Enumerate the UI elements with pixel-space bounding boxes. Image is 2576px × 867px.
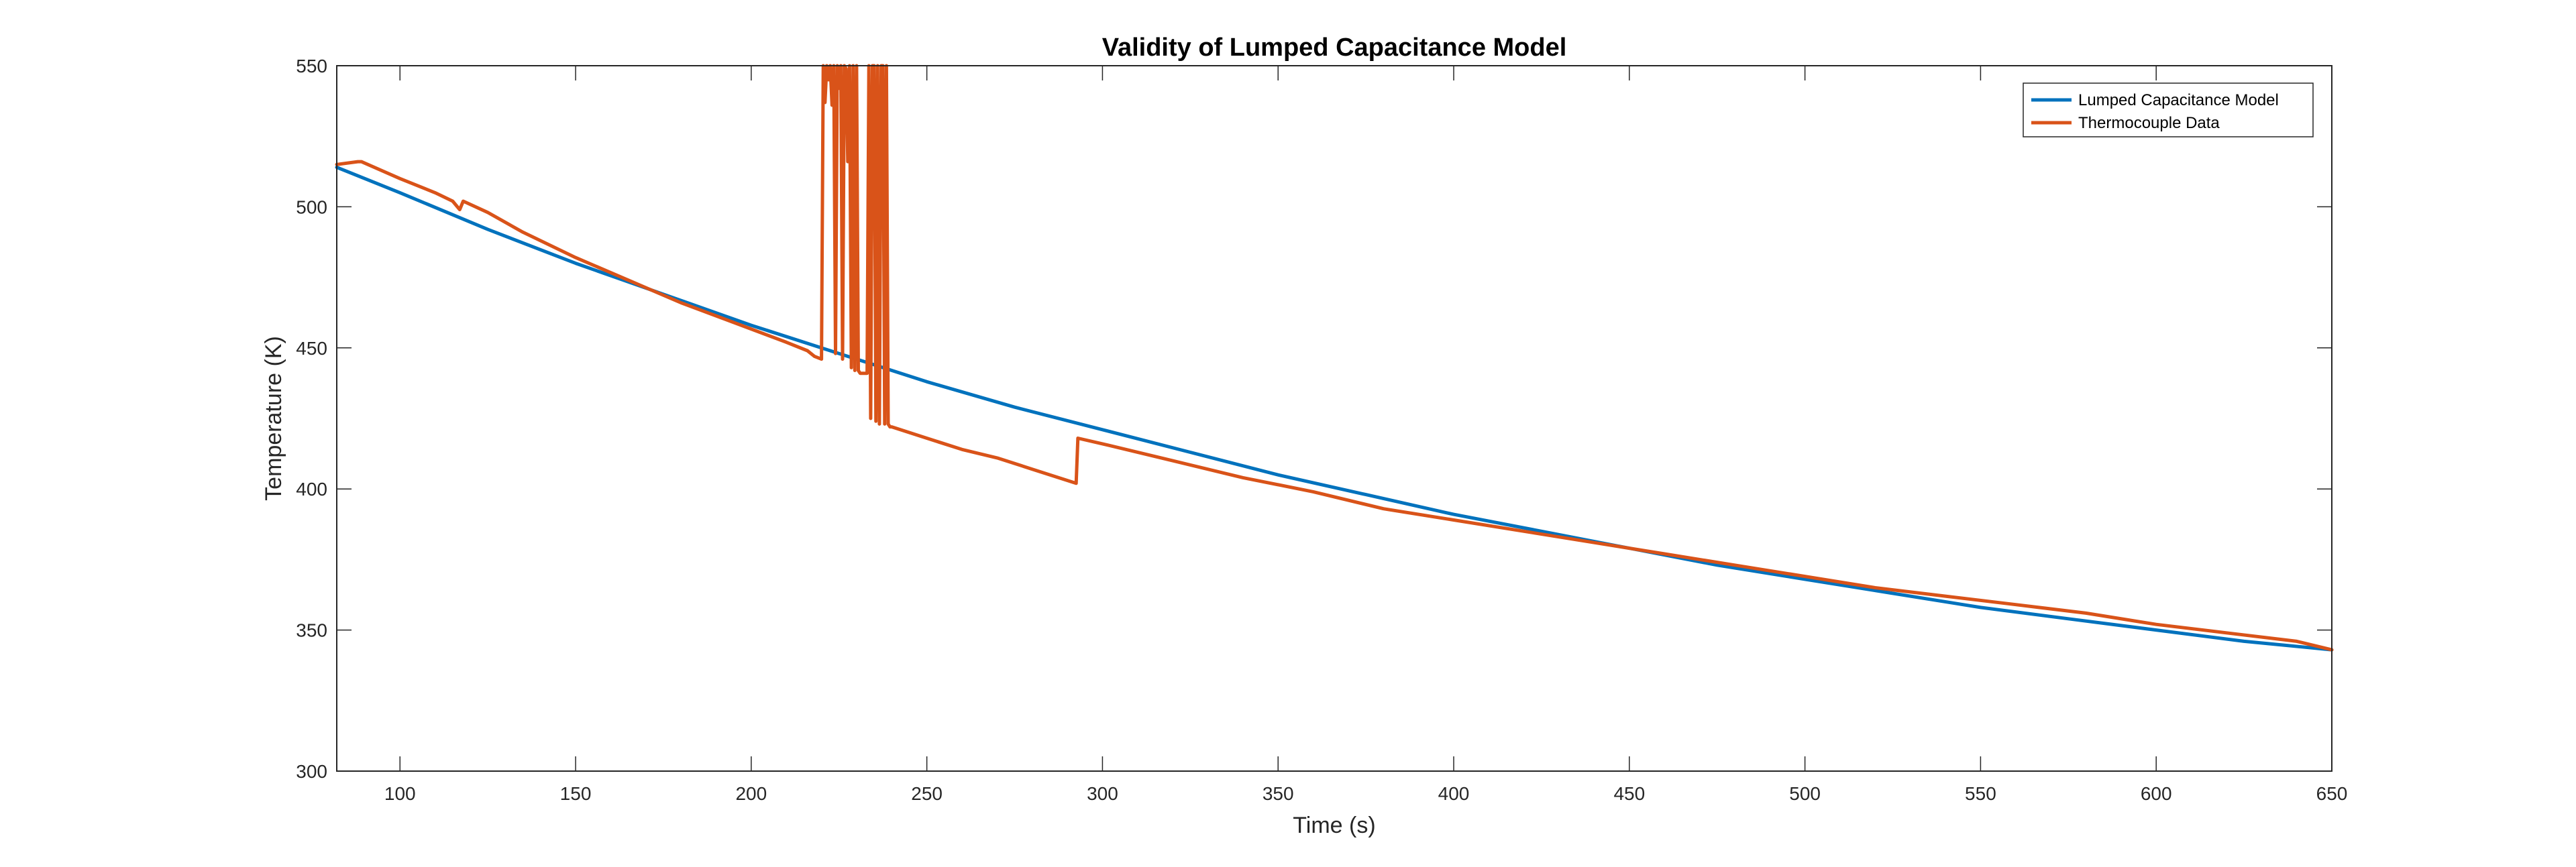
y-tick-label: 300 xyxy=(296,761,327,782)
x-tick-label: 650 xyxy=(2316,783,2348,804)
x-tick-label: 250 xyxy=(911,783,943,804)
legend-label-thermocouple: Thermocouple Data xyxy=(2078,114,2220,132)
legend-box xyxy=(2023,82,2314,137)
plot-lines xyxy=(335,64,2334,652)
plot-frame xyxy=(336,65,2332,772)
x-tick-label: 550 xyxy=(1965,783,1996,804)
x-axis-label: Time (s) xyxy=(1293,813,1375,838)
x-tick-label: 350 xyxy=(1263,783,1294,804)
x-tick-label: 100 xyxy=(384,783,416,804)
x-tick-label: 600 xyxy=(2141,783,2172,804)
x-tick-label: 150 xyxy=(560,783,592,804)
x-tick-label: 300 xyxy=(1087,783,1118,804)
tick-group: 100 150 200 250 300 350 400 450 500 550 600 650 300 3… xyxy=(296,56,2347,804)
y-tick-label: 400 xyxy=(296,479,327,500)
y-tick-label: 450 xyxy=(296,338,327,359)
x-tick-label: 400 xyxy=(1438,783,1470,804)
y-tick-label: 500 xyxy=(296,196,327,217)
series-line-1 xyxy=(335,64,2334,652)
x-tick-label: 450 xyxy=(1613,783,1645,804)
y-axis-label: Temperature (K) xyxy=(261,336,286,501)
y-tick-label: 550 xyxy=(296,56,327,76)
series-line-0 xyxy=(335,166,2334,652)
legend: Lumped Capacitance Model Thermocouple Da… xyxy=(2023,82,2314,137)
x-tick-label: 500 xyxy=(1789,783,1821,804)
x-tick-label: 200 xyxy=(735,783,767,804)
legend-label-lumped: Lumped Capacitance Model xyxy=(2078,91,2279,109)
y-tick-label: 350 xyxy=(296,620,327,641)
chart-title: Validity of Lumped Capacitance Model xyxy=(1102,34,1567,62)
